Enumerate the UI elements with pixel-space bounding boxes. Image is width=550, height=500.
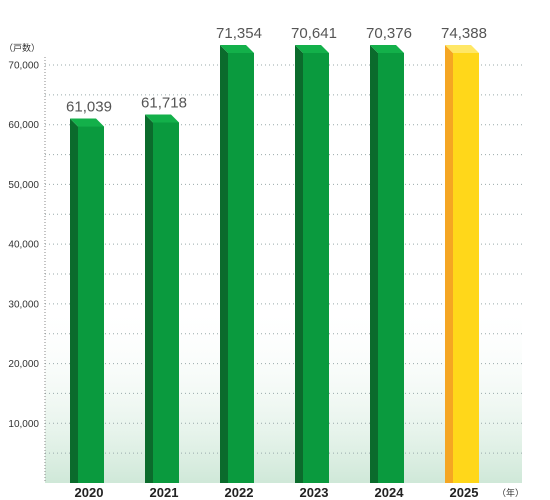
y-axis-ticks: 10,000 20,000 30,000 40,000 50,000 60,000 70,0… [8,61,39,430]
bar [295,45,329,483]
bar-top [445,45,479,53]
bar [370,45,404,483]
y-tick-label: 70,000 [8,61,39,72]
category-label: 2024 [375,485,405,500]
value-label: 71,354 [216,25,262,42]
y-tick-label: 10,000 [8,419,39,430]
category-label: 2023 [300,485,329,500]
bar-front [303,53,329,483]
bar-side [145,114,153,483]
bar-front [378,53,404,483]
bar-front [153,122,179,483]
category-label: 2020 [75,485,104,500]
bar [220,45,254,483]
bar-top [370,45,404,53]
y-tick-label: 40,000 [8,240,39,251]
value-label: 70,376 [366,25,412,42]
bar-side [445,45,453,483]
bars [70,45,479,483]
value-label: 70,641 [291,25,337,42]
y-tick-label: 50,000 [8,180,39,191]
plot-background [45,303,522,483]
bar-top [70,118,104,127]
bar-side [295,45,303,483]
x-axis-unit-label: （年） [497,487,524,498]
y-axis-unit-label: （戸数） [4,42,40,53]
bar [70,118,104,483]
y-tick-label: 20,000 [8,359,39,370]
value-label: 74,388 [441,25,487,42]
bar-side [370,45,378,483]
bar-front [78,126,104,483]
bar-side [70,118,78,483]
value-label: 61,718 [141,94,187,111]
category-label: 2021 [150,485,179,500]
bar [445,45,479,483]
y-tick-label: 30,000 [8,299,39,310]
bar-top [295,45,329,53]
value-label: 61,039 [66,99,112,116]
bar-top [145,114,179,123]
bar [145,114,179,483]
category-label: 2025 [450,485,479,500]
category-label: 2022 [225,485,254,500]
value-labels: 61,039 61,718 71,354 70,641 70,376 74,388 [66,25,487,116]
y-tick-label: 60,000 [8,120,39,131]
bar-side [220,45,228,483]
category-labels: 2020 2021 2022 2023 2024 2025 [75,485,479,500]
bar-front [228,53,254,483]
bar-top [220,45,254,53]
bar-front [453,53,479,483]
